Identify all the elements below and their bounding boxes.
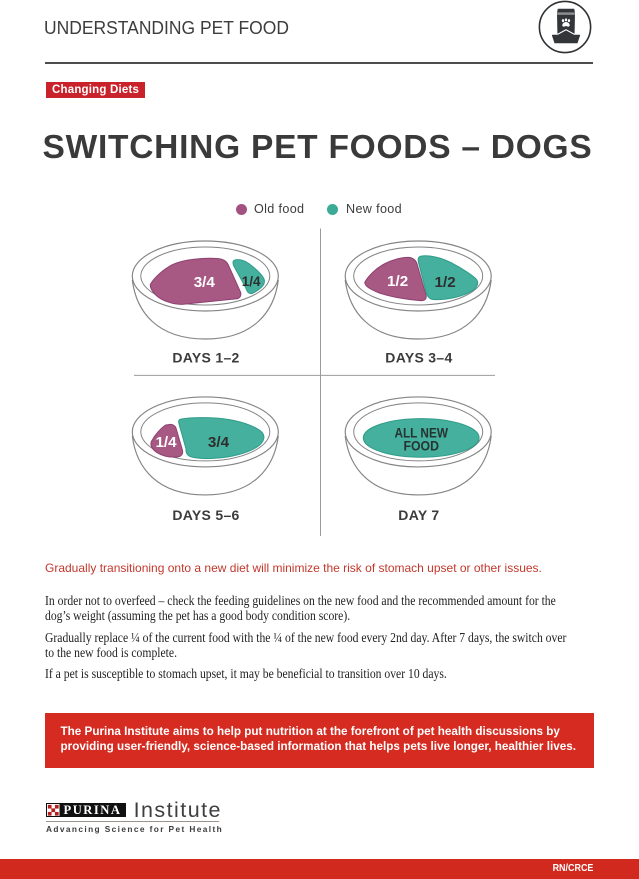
svg-text:3/4: 3/4 <box>194 274 216 291</box>
svg-text:3/4: 3/4 <box>208 434 230 451</box>
svg-text:FOOD: FOOD <box>403 439 439 454</box>
svg-text:DAYS 3–4: DAYS 3–4 <box>385 350 452 366</box>
svg-text:1/4: 1/4 <box>242 274 261 289</box>
svg-text:DAYS 5–6: DAYS 5–6 <box>172 507 239 523</box>
svg-text:DAYS 1–2: DAYS 1–2 <box>172 350 239 366</box>
svg-text:DAY 7: DAY 7 <box>398 507 439 523</box>
svg-text:1/2: 1/2 <box>387 273 408 290</box>
svg-text:1/2: 1/2 <box>435 274 456 291</box>
svg-text:ALL NEW: ALL NEW <box>394 425 448 440</box>
svg-text:1/4: 1/4 <box>155 434 177 451</box>
